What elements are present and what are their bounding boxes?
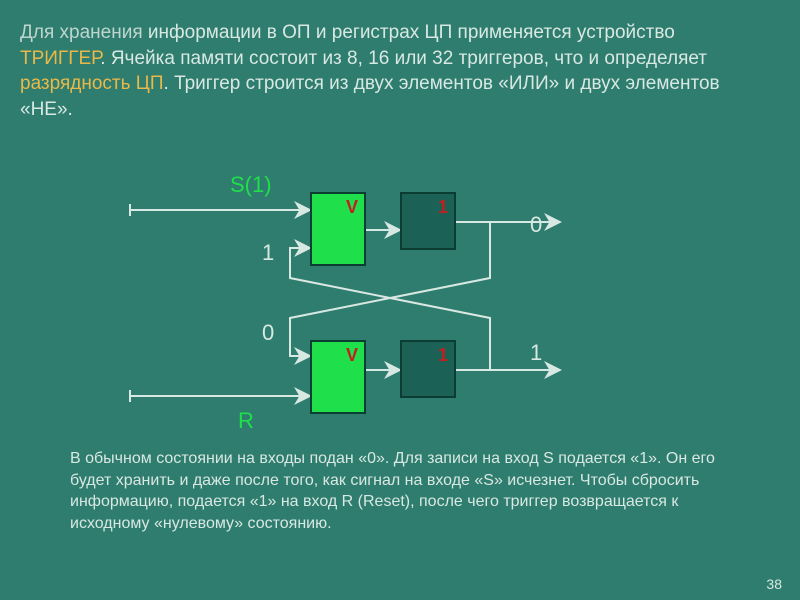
label-out0: 0 <box>530 212 542 238</box>
highlight-trigger: ТРИГГЕР <box>20 48 100 69</box>
trigger-diagram: V 1 V 1 S(1) R 1 0 0 1 <box>0 170 800 440</box>
label-r: R <box>238 408 254 434</box>
or-gate-or1: V <box>310 192 366 266</box>
label-s: S(1) <box>230 172 272 198</box>
gate-tag: V <box>346 197 358 218</box>
gate-tag: V <box>346 345 358 366</box>
gate-tag: 1 <box>438 197 448 218</box>
label-out1: 1 <box>530 340 542 366</box>
label-one1: 1 <box>262 240 274 266</box>
para-part2: . Ячейка памяти состоит из 8, 16 или 32 … <box>100 48 707 69</box>
not-gate-not1: 1 <box>400 192 456 250</box>
label-zero1: 0 <box>262 320 274 346</box>
gate-tag: 1 <box>438 345 448 366</box>
or-gate-or2: V <box>310 340 366 414</box>
explanation-paragraph: В обычном состоянии на входы подан «0». … <box>70 448 760 534</box>
highlight-bitwidth: разрядность ЦП <box>20 73 164 94</box>
lead-phrase: Для хранения <box>20 22 143 43</box>
not-gate-not2: 1 <box>400 340 456 398</box>
para-part1: информации в ОП и регистрах ЦП применяет… <box>143 22 675 43</box>
page-number: 38 <box>766 576 782 592</box>
intro-paragraph: Для хранения информации в ОП и регистрах… <box>20 20 760 123</box>
